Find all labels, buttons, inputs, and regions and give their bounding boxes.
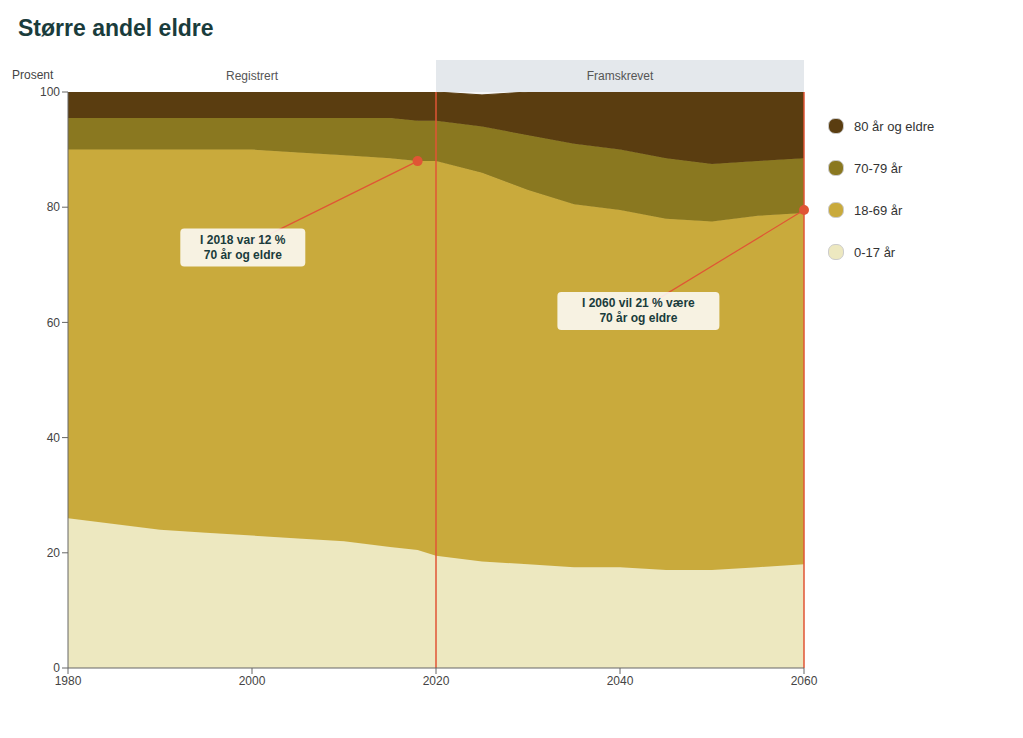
svg-text:60: 60 — [47, 316, 61, 330]
html-text:0-17 år: 0-17 år — [854, 244, 896, 260]
html-text:18-69 år: 18-69 år — [854, 202, 903, 218]
html-text:Større andel eldre: Større andel eldre — [18, 15, 214, 41]
svg-text:2020: 2020 — [423, 674, 450, 688]
svg-text:40: 40 — [47, 431, 61, 445]
svg-text:1980: 1980 — [55, 674, 82, 688]
svg-text:2060: 2060 — [791, 674, 818, 688]
svg-text:I 2060 vil 21 % være70 år og e: I 2060 vil 21 % være70 år og eldre — [582, 296, 695, 325]
html-text:Registrert: Registrert — [226, 69, 278, 83]
svg-text:0: 0 — [53, 661, 60, 675]
svg-text:2040: 2040 — [607, 674, 634, 688]
svg-text:2000: 2000 — [239, 674, 266, 688]
html-text:80 år og eldre: 80 år og eldre — [854, 118, 935, 134]
svg-text:100: 100 — [40, 85, 60, 99]
html-text:Framskrevet: Framskrevet — [586, 69, 654, 83]
svg-text:I 2018 var 12 %70 år og eldre: I 2018 var 12 %70 år og eldre — [200, 233, 286, 262]
html-text:70-79 år: 70-79 år — [854, 160, 903, 176]
html-text:Prosent: Prosent — [12, 68, 54, 82]
svg-text:20: 20 — [47, 546, 61, 560]
svg-text:80: 80 — [47, 200, 61, 214]
